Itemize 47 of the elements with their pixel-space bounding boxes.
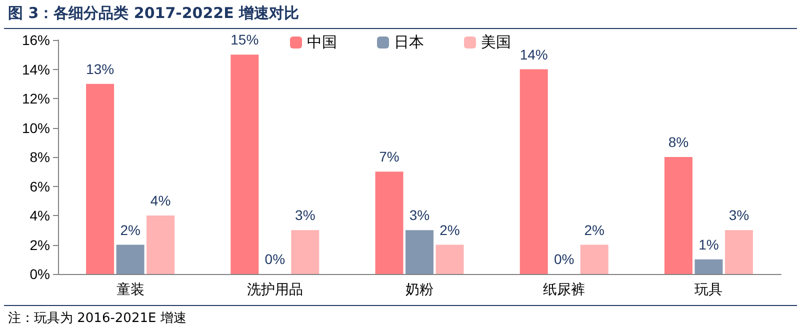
y-tick-label: 16%	[22, 32, 50, 48]
bar	[520, 69, 548, 274]
y-tick-label: 14%	[22, 61, 50, 78]
bar	[580, 244, 608, 274]
data-label: 14%	[520, 46, 548, 62]
bar	[694, 259, 723, 274]
data-label: 15%	[230, 32, 259, 48]
bar	[724, 230, 753, 274]
legend-label: 中国	[307, 34, 337, 51]
data-label: 0%	[554, 251, 574, 267]
chart-title: 图 3：各细分品类 2017-2022E 增速对比	[8, 4, 300, 23]
legend-label: 美国	[481, 34, 511, 51]
bar	[86, 84, 114, 274]
x-tick-label: 玩具	[694, 281, 723, 297]
data-label: 2%	[584, 222, 604, 238]
data-label: 0%	[264, 251, 286, 267]
y-tick-label: 12%	[22, 90, 50, 106]
y-tick-label: 6%	[30, 178, 50, 194]
y-tick-label: 10%	[22, 120, 50, 136]
data-label: 3%	[295, 207, 316, 224]
data-label: 2%	[120, 222, 140, 238]
bar	[116, 244, 144, 274]
data-label: 13%	[86, 60, 114, 77]
y-tick-label: 0%	[30, 266, 50, 282]
data-label: 8%	[668, 134, 689, 150]
data-label: 2%	[440, 222, 460, 238]
bar	[436, 244, 464, 274]
y-tick-label: 4%	[30, 208, 50, 224]
text: 注：玩具为 2016-2021E 增速	[8, 310, 186, 327]
data-label: 3%	[728, 207, 750, 224]
data-label: 4%	[150, 192, 171, 208]
y-tick-label: 8%	[30, 149, 50, 165]
legend-label: 日本	[394, 34, 424, 51]
bar	[146, 216, 175, 274]
x-tick-label: 童装	[116, 281, 144, 297]
data-label: 1%	[698, 236, 719, 252]
bar	[375, 172, 404, 274]
data-label: 3%	[409, 207, 430, 224]
x-tick-label: 洗护用品	[246, 281, 303, 297]
bar	[291, 230, 320, 274]
y-tick-label: 2%	[30, 236, 50, 253]
bar	[406, 230, 434, 274]
bar	[664, 157, 692, 274]
x-tick-label: 纸尿裤	[543, 281, 586, 297]
x-tick-label: 奶粉	[406, 281, 434, 297]
data-label: 7%	[379, 148, 400, 165]
bar	[230, 54, 259, 274]
